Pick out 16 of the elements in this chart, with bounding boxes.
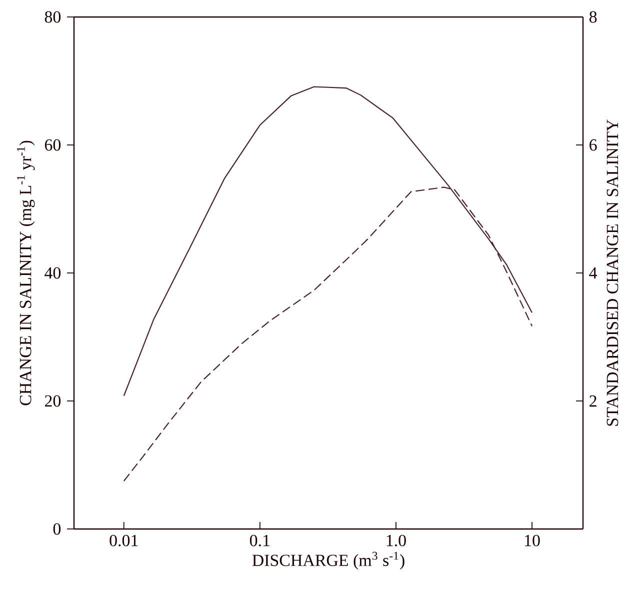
x-tick-label: 10 xyxy=(525,534,540,546)
y2-axis-title: STANDARDISED CHANGE IN SALINITY xyxy=(606,120,618,426)
y-tick-label: 60 xyxy=(44,139,61,151)
y-tick-label: 80 xyxy=(44,11,61,23)
y2-tick-label: 2 xyxy=(590,395,596,407)
y-axis-title: CHANGE IN SALINITY (mg L$^{-1}$ yr$^{-1}$) xyxy=(17,140,35,406)
y2-tick-label: 8 xyxy=(589,11,597,23)
y-tick-label: 40 xyxy=(44,267,61,279)
y2-tick-label: 6 xyxy=(590,139,597,151)
x-tick-label: 0.1 xyxy=(250,534,270,546)
x-tick-label: 1.0 xyxy=(386,534,406,546)
x-axis-title: DISCHARGE (m$^{3}$ s$^{-1}$) xyxy=(252,552,404,570)
y-tick-label: 0 xyxy=(53,523,61,535)
x-tick-label: 0.01 xyxy=(110,534,138,546)
y2-tick-label: 4 xyxy=(589,267,598,279)
y-tick-label: 20 xyxy=(45,395,61,407)
